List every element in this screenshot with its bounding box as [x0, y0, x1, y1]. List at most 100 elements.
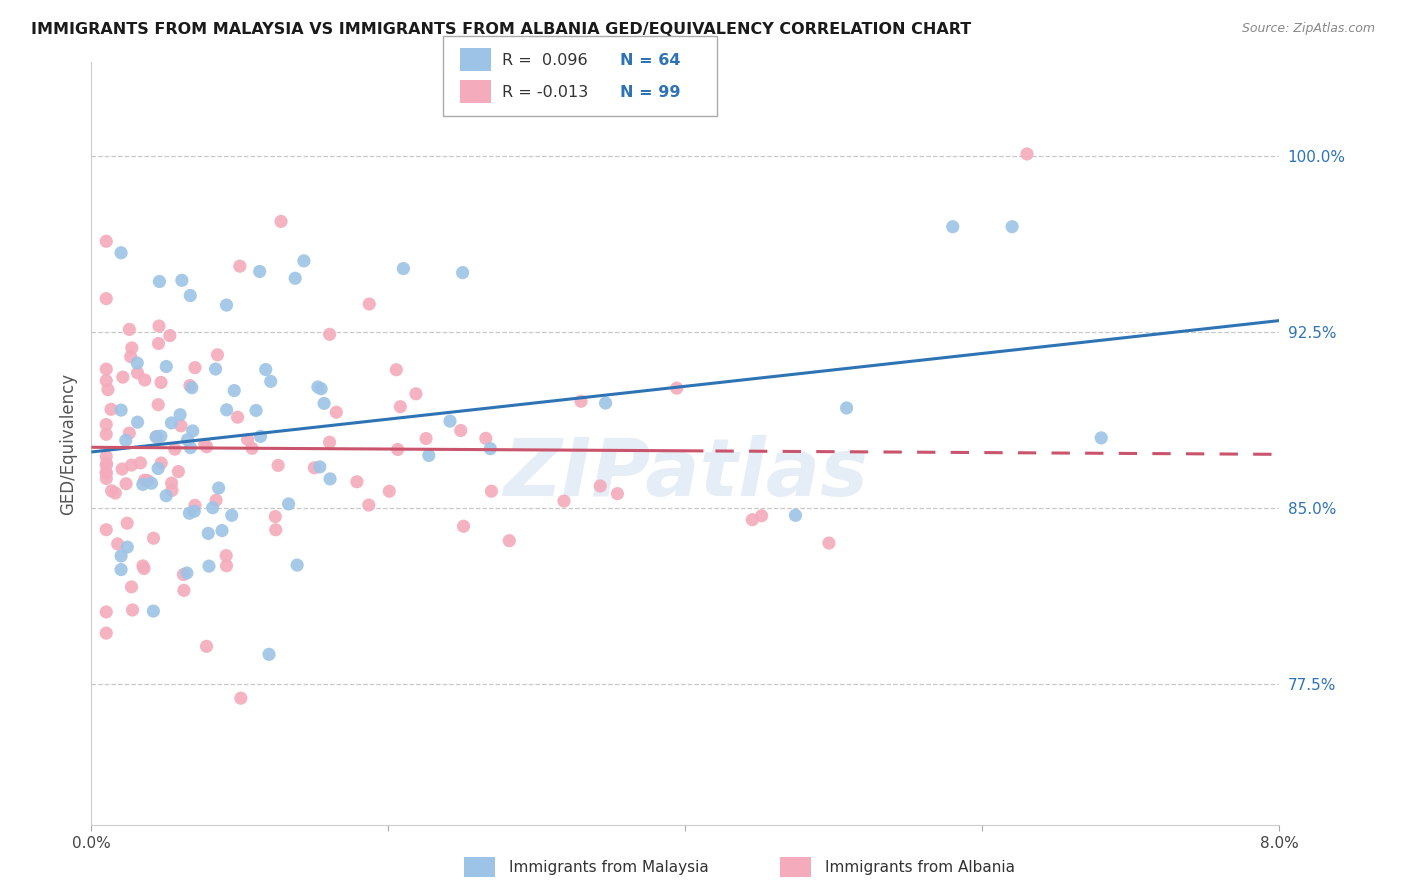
Y-axis label: GED/Equivalency: GED/Equivalency	[59, 373, 77, 515]
Point	[357, 498, 380, 512]
Point	[149, 429, 172, 443]
Point	[405, 386, 427, 401]
Point	[254, 362, 277, 376]
Point	[118, 322, 141, 336]
Point	[132, 477, 155, 491]
Point	[96, 458, 118, 472]
Point	[207, 348, 229, 362]
Point	[96, 466, 118, 480]
Point	[121, 341, 143, 355]
Point	[155, 489, 177, 503]
Point	[198, 559, 221, 574]
Point	[226, 410, 249, 425]
Point	[741, 513, 763, 527]
Point	[176, 433, 198, 447]
Point	[304, 460, 326, 475]
Point	[96, 457, 118, 471]
Point	[215, 402, 238, 417]
Point	[264, 509, 287, 524]
Point	[96, 471, 118, 485]
Point	[479, 442, 502, 456]
Point	[96, 450, 118, 464]
Point	[284, 271, 307, 285]
Point	[132, 558, 155, 573]
Point	[134, 373, 156, 387]
Point	[110, 563, 132, 577]
Point	[589, 479, 612, 493]
Point	[160, 416, 183, 430]
Point	[314, 396, 336, 410]
Point	[1015, 147, 1038, 161]
Point	[204, 362, 226, 376]
Point	[479, 484, 502, 499]
Point	[606, 486, 628, 500]
Point	[942, 219, 965, 234]
Point	[1001, 219, 1024, 234]
Point	[215, 558, 238, 573]
Point	[180, 381, 202, 395]
Point	[415, 432, 437, 446]
Point	[96, 605, 118, 619]
Point	[145, 429, 167, 443]
Text: ZIPatlas: ZIPatlas	[503, 435, 868, 513]
Point	[498, 533, 520, 548]
Point	[170, 418, 193, 433]
Point	[96, 374, 118, 388]
Point	[129, 456, 152, 470]
Point	[270, 214, 292, 228]
Point	[148, 336, 170, 351]
Point	[127, 366, 149, 380]
Point	[229, 259, 252, 273]
Point	[163, 442, 186, 457]
Point	[172, 567, 194, 582]
Point	[160, 476, 183, 491]
Point	[257, 648, 280, 662]
Point	[378, 484, 401, 499]
Point	[318, 327, 340, 342]
Point	[308, 459, 330, 474]
Point	[181, 424, 204, 438]
Point	[173, 583, 195, 598]
Point	[450, 424, 472, 438]
Point	[120, 350, 142, 364]
Point	[150, 376, 173, 390]
Point	[387, 442, 409, 457]
Text: R = -0.013: R = -0.013	[502, 86, 588, 100]
Point	[359, 297, 381, 311]
Point	[553, 494, 575, 508]
Point	[205, 493, 228, 508]
Point	[385, 363, 408, 377]
Point	[1090, 431, 1112, 445]
Point	[110, 403, 132, 417]
Point	[127, 415, 149, 429]
Point	[249, 429, 271, 443]
Point	[208, 481, 231, 495]
Point	[114, 434, 136, 448]
Point	[277, 497, 299, 511]
Point	[96, 427, 118, 442]
Point	[146, 461, 169, 475]
Point	[595, 396, 617, 410]
Point	[307, 380, 329, 394]
Point	[260, 375, 283, 389]
Point	[176, 566, 198, 580]
Point	[197, 526, 219, 541]
Point	[475, 431, 498, 445]
Point	[267, 458, 290, 473]
Text: N = 99: N = 99	[620, 86, 681, 100]
Point	[117, 540, 139, 554]
Point	[229, 691, 252, 706]
Point	[249, 264, 271, 278]
Point	[111, 370, 134, 384]
Point	[97, 383, 120, 397]
Point	[224, 384, 246, 398]
Point	[318, 435, 340, 450]
Point	[150, 456, 173, 470]
Point	[96, 626, 118, 640]
Point	[96, 292, 118, 306]
Point	[785, 508, 807, 523]
Point	[96, 362, 118, 376]
Point	[195, 440, 218, 454]
Point	[118, 425, 141, 440]
Point	[148, 275, 170, 289]
